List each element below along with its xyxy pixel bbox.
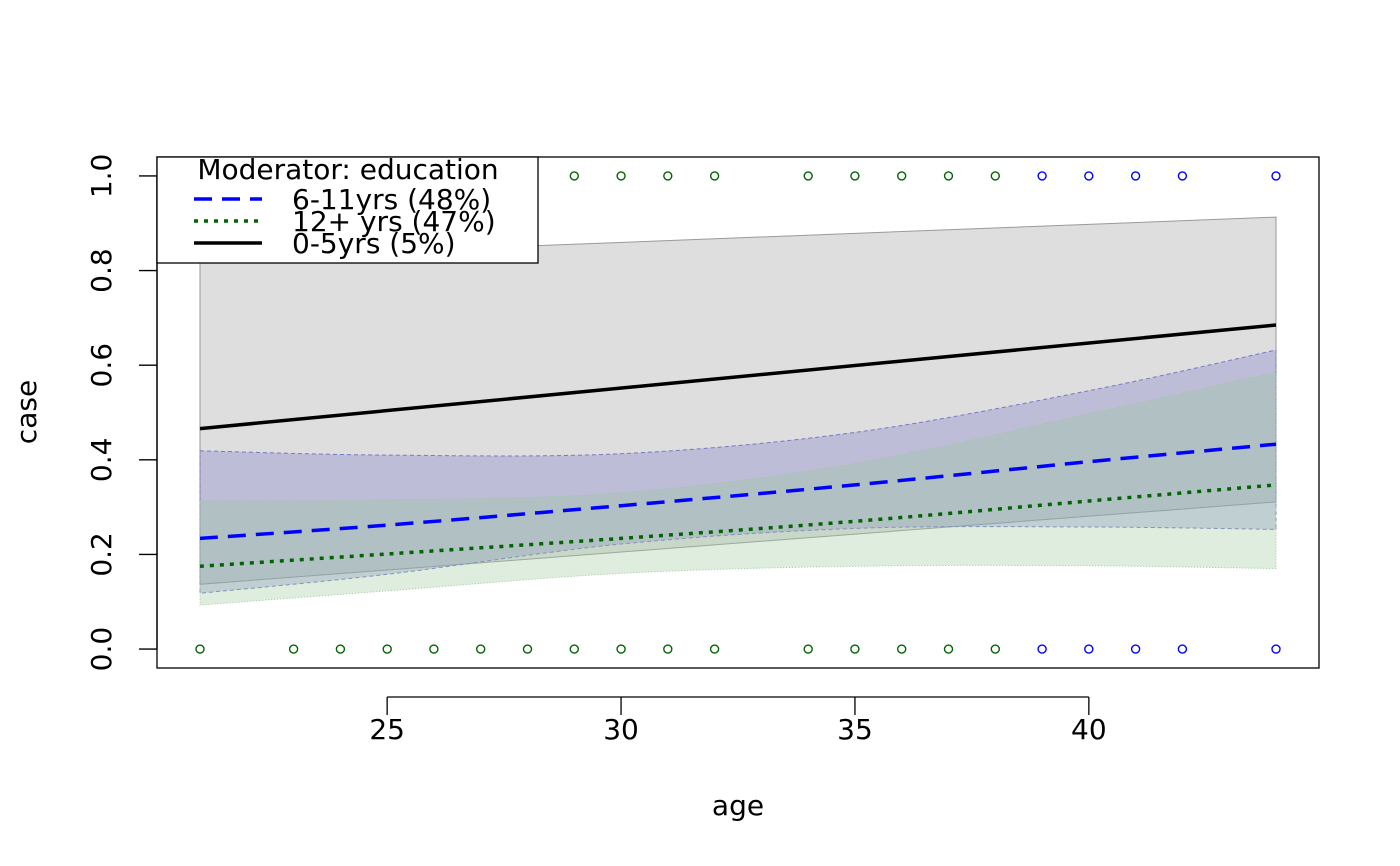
data-point	[943, 644, 954, 654]
data-point	[382, 644, 392, 654]
x-tick-label: 35	[837, 713, 873, 746]
x-axis-title: age	[712, 789, 764, 822]
y-tick-label: 0.0	[85, 627, 118, 672]
confidence-bands	[199, 216, 1277, 606]
data-point	[335, 644, 346, 654]
data-point	[1084, 171, 1094, 181]
data-point	[288, 644, 299, 654]
data-point	[803, 644, 813, 654]
data-point	[616, 644, 626, 654]
data-point	[569, 171, 579, 181]
data-point	[1271, 644, 1281, 654]
legend-title: Moderator: education	[197, 153, 498, 186]
data-point	[709, 171, 720, 181]
band-0-5yrs-5	[199, 216, 1277, 585]
data-point	[709, 644, 720, 654]
data-point	[1037, 171, 1047, 181]
data-point	[803, 171, 813, 181]
data-point	[1130, 171, 1141, 181]
data-point	[990, 644, 1000, 654]
y-axis: 0.0 0.2 0.4 0.6 0.8 1.0	[85, 154, 158, 672]
data-point	[1084, 644, 1094, 654]
data-point	[616, 171, 626, 181]
band-6-11yrs-48	[199, 349, 1277, 594]
legend-label-0-5yrs: 0-5yrs (5%)	[292, 227, 456, 260]
data-point	[569, 644, 579, 654]
data-point	[476, 644, 486, 654]
data-point	[850, 171, 860, 181]
legend-label-12plus-yrs: 12+ yrs (47%)	[292, 205, 496, 238]
data-point	[1271, 171, 1281, 181]
line-6-11yrs-48	[199, 442, 1277, 541]
data-point	[1037, 644, 1047, 654]
data-point	[990, 171, 1000, 181]
x-tick-label: 40	[1071, 713, 1107, 746]
y-tick-label: 0.6	[85, 343, 118, 388]
x-tick-label: 25	[369, 713, 405, 746]
data-point	[1177, 171, 1188, 181]
line-0-5yrs-5	[199, 323, 1277, 431]
series-lines	[199, 323, 1277, 569]
y-tick-label: 0.2	[85, 532, 118, 577]
legend-box	[156, 156, 539, 264]
legend-label-6-11yrs: 6-11yrs (48%)	[292, 183, 491, 216]
data-point	[1177, 644, 1188, 654]
y-tick-label: 0.4	[85, 438, 118, 483]
data-point	[943, 171, 954, 181]
data-point	[429, 644, 439, 654]
x-axis: 25 30 35 40	[369, 696, 1107, 746]
y-axis-title: case	[10, 380, 43, 444]
data-point	[897, 171, 907, 181]
data-point	[1130, 644, 1141, 654]
data-point	[195, 644, 205, 654]
legend: Moderator: education 6-11yrs (48%) 12+ y…	[156, 153, 539, 264]
data-point	[897, 644, 907, 654]
data-point	[522, 644, 533, 654]
line-12plus-yrs-47	[199, 483, 1277, 569]
data-points	[195, 171, 1281, 654]
y-tick-label: 1.0	[85, 154, 118, 199]
data-point	[663, 171, 673, 181]
x-tick-label: 30	[603, 713, 639, 746]
data-point	[663, 644, 673, 654]
data-point	[850, 644, 860, 654]
y-tick-label: 0.8	[85, 248, 118, 293]
